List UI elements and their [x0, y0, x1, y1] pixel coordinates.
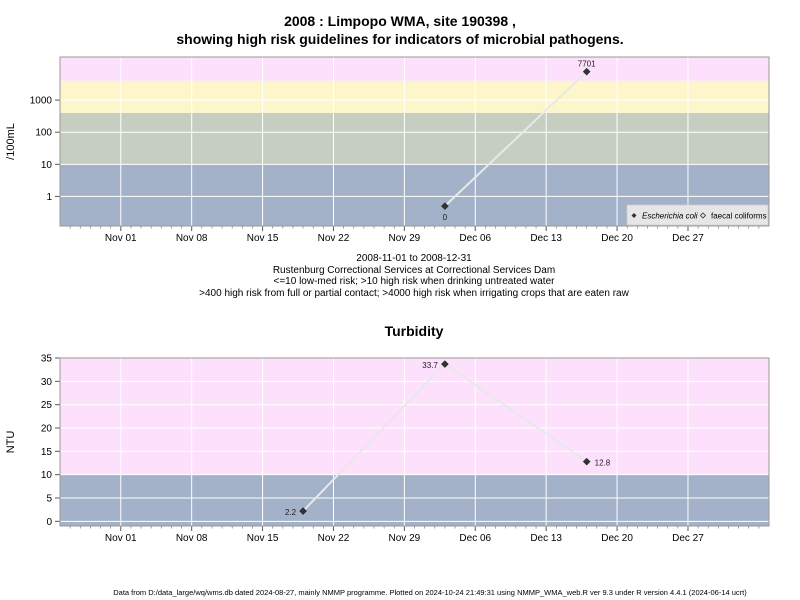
turbidity-title: Turbidity	[385, 323, 444, 339]
x-tick-label: Dec 20	[601, 233, 633, 244]
legend-marker-open	[699, 212, 707, 219]
y-tick-label: 0	[46, 517, 52, 528]
guideline-band-0	[60, 474, 769, 526]
legend-box	[626, 204, 769, 226]
y-tick-label: 30	[41, 377, 53, 388]
x-tick-label: Nov 01	[105, 233, 137, 244]
x-tick-label: Nov 29	[389, 233, 421, 244]
legend: Escherichia coli faecal coliforms	[626, 204, 769, 226]
y-tick-label: 5	[46, 494, 52, 505]
x-tick-label: Dec 27	[672, 233, 704, 244]
main-title-line1: 2008 : Limpopo WMA, site 190398 ,	[284, 13, 516, 29]
y-tick-label: 10	[41, 470, 53, 481]
y-axis-label: NTU	[5, 431, 17, 454]
y-tick-label: 1000	[30, 96, 53, 107]
main-title-line2: showing high risk guidelines for indicat…	[176, 31, 624, 47]
data-label: 7701	[578, 60, 596, 69]
guideline-band-1	[60, 112, 769, 165]
plot-frame	[59, 357, 770, 527]
data-point	[582, 67, 591, 76]
y-tick-label: 15	[41, 447, 53, 458]
data-point	[441, 202, 449, 210]
data-point	[299, 507, 307, 515]
data-point	[582, 457, 591, 466]
x-tick-label: Dec 27	[672, 533, 704, 544]
data-point	[441, 360, 449, 368]
x-tick-label: Nov 22	[318, 533, 350, 544]
caption-guideline-contact: >400 high risk from full or partial cont…	[199, 287, 629, 299]
data-label: 12.8	[595, 459, 611, 468]
x-tick-label: Nov 22	[318, 233, 350, 244]
x-tick-label: Nov 08	[176, 233, 208, 244]
y-axis-label: /100mL	[5, 123, 17, 160]
caption-site: Rustenburg Correctional Services at Corr…	[272, 264, 556, 276]
y-tick-label: 20	[41, 424, 53, 435]
plot-frame	[59, 56, 770, 227]
x-tick-label: Nov 01	[105, 533, 137, 544]
x-tick-label: Nov 08	[176, 533, 208, 544]
guideline-band-2	[60, 80, 769, 113]
data-label: 2.2	[285, 508, 297, 517]
legend-label-faecal: faecal coliforms	[711, 212, 767, 221]
chart-turbidity: Turbidity 0 5 10 15 20 25 30 35 Nov 01 Nov 08 Nov 1…	[5, 323, 770, 544]
x-tick-label: Dec 13	[530, 533, 562, 544]
legend-marker-filled	[631, 213, 637, 218]
data-label: 0	[443, 213, 448, 222]
x-tick-label: Dec 13	[530, 233, 562, 244]
y-tick-label: 1	[46, 192, 52, 203]
x-tick-label: Dec 20	[601, 533, 633, 544]
x-tick-label: Nov 15	[247, 233, 279, 244]
y-tick-label: 10	[41, 160, 53, 171]
caption-date-range: 2008-11-01 to 2008-12-31	[356, 253, 472, 264]
guideline-band-1	[60, 358, 769, 475]
series-line	[444, 70, 588, 207]
footer-note: Data from D:/data_large/wq/wms.db dated …	[113, 588, 747, 597]
guideline-band-3	[60, 57, 769, 81]
x-tick-label: Nov 15	[247, 533, 279, 544]
x-tick-label: Dec 06	[459, 233, 491, 244]
y-tick-label: 35	[41, 354, 53, 365]
x-tick-label: Nov 29	[389, 533, 421, 544]
x-tick-label: Dec 06	[459, 533, 491, 544]
y-tick-label: 25	[41, 400, 53, 411]
caption-guideline-drinking: <=10 low-med risk; >10 high risk when dr…	[273, 276, 555, 287]
y-tick-label: 100	[35, 128, 52, 139]
data-label: 33.7	[422, 361, 438, 370]
chart-microbial: 1 10 100 1000 Nov 01 Nov 08 Nov 15 Nov 22 Nov 29…	[5, 56, 770, 244]
legend-label-ecoli: Escherichia coli	[642, 212, 698, 221]
